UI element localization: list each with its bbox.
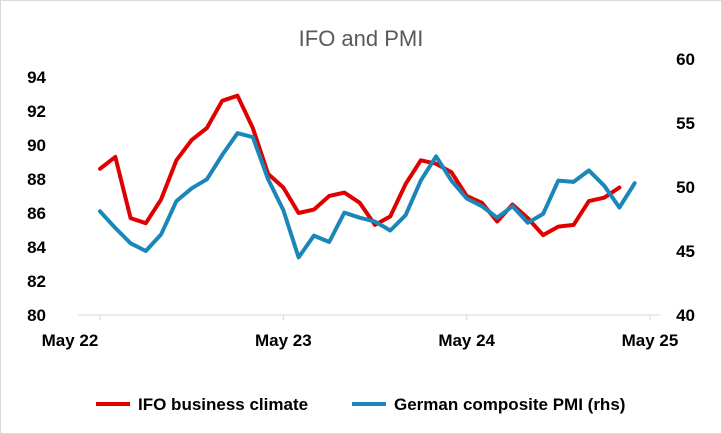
pmi-series-line <box>98 131 637 260</box>
x-tick-label: May 24 <box>438 331 495 350</box>
y-right-tick-label: 40 <box>676 306 695 325</box>
x-tick-label: May 23 <box>255 331 312 350</box>
y-left-tick-label: 94 <box>27 68 46 87</box>
y-left-tick-label: 90 <box>27 136 46 155</box>
y-left-tick-label: 86 <box>27 204 46 223</box>
y-right-axis: 40 45 50 55 60 <box>676 50 695 325</box>
x-tick-label: May 25 <box>622 331 679 350</box>
y-right-tick-label: 50 <box>676 178 695 197</box>
y-right-tick-label: 45 <box>676 242 695 261</box>
y-left-tick-label: 84 <box>27 238 46 257</box>
x-tick-label: May 22 <box>42 331 99 350</box>
series-lines <box>98 93 637 260</box>
ifo-series-line <box>98 93 622 238</box>
x-axis: May 22 May 23 May 24 May 25 <box>42 315 679 350</box>
y-right-tick-label: 55 <box>676 114 695 133</box>
y-left-tick-label: 80 <box>27 306 46 325</box>
y-left-tick-label: 82 <box>27 272 46 291</box>
legend-label-ifo: IFO business climate <box>138 395 308 414</box>
y-left-axis: 80 82 84 86 88 90 92 94 <box>27 68 46 325</box>
y-left-tick-label: 92 <box>27 102 46 121</box>
chart-title: IFO and PMI <box>299 26 424 51</box>
legend-label-pmi: German composite PMI (rhs) <box>394 395 625 414</box>
y-left-tick-label: 88 <box>27 170 46 189</box>
legend: IFO business climate German composite PM… <box>96 395 625 414</box>
y-right-tick-label: 60 <box>676 50 695 69</box>
